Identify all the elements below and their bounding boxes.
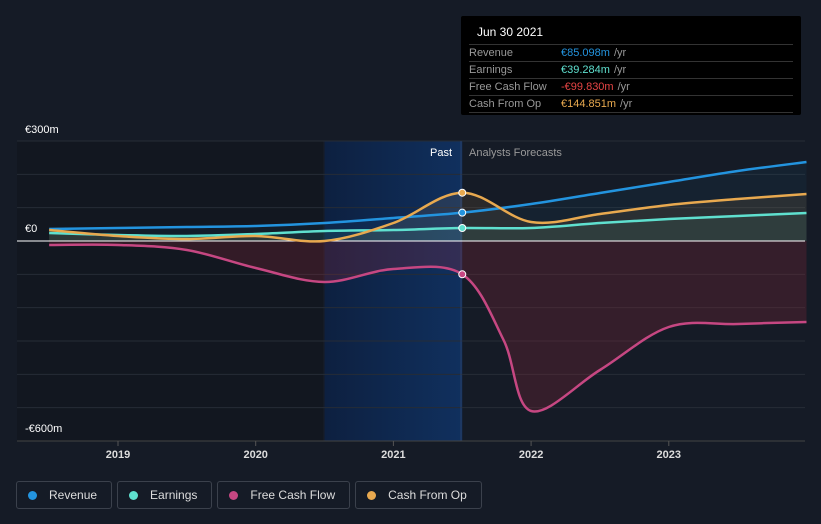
series-line-cash-from-op xyxy=(49,191,807,243)
series-point xyxy=(458,224,467,232)
legend-dot-icon xyxy=(129,490,139,500)
series-line-revenue xyxy=(49,160,807,231)
series-point xyxy=(458,188,467,197)
legend-label: Free Cash Flow xyxy=(250,488,336,502)
series-line-earnings xyxy=(49,211,807,238)
legend-dot-icon xyxy=(229,490,239,500)
legend-dot-icon xyxy=(28,490,37,500)
x-tick-label: 2022 xyxy=(519,449,543,461)
tooltip-value: -€99.830m xyxy=(561,81,614,93)
tooltip-row: Earnings €39.284m/yr xyxy=(469,62,793,79)
highlight-region xyxy=(324,141,463,441)
x-tick-label: 2023 xyxy=(657,449,681,461)
series-point xyxy=(458,208,467,217)
series-area xyxy=(49,213,807,241)
tooltip-label: Revenue xyxy=(469,47,514,59)
tooltip-value: €39.284m xyxy=(561,64,610,76)
legend-label: Revenue xyxy=(49,488,98,502)
series-area xyxy=(49,192,807,242)
y-tick-label: €0 xyxy=(25,223,38,235)
line-chart: 2019 2020 2021 2022 2023 xyxy=(17,140,807,461)
tooltip-value: €144.851m xyxy=(561,98,617,110)
y-tick-label: -€600m xyxy=(25,423,63,435)
tooltip-unit: /yr xyxy=(613,47,627,59)
past-label: Past xyxy=(430,147,453,159)
tooltip-label: Earnings xyxy=(469,64,513,76)
legend: Revenue Earnings Free Cash Flow Cash From O… xyxy=(16,481,482,509)
y-tick-label: €300m xyxy=(25,124,59,136)
x-tick-label: 2021 xyxy=(381,449,405,461)
series-point xyxy=(458,270,467,279)
x-tick-label: 2019 xyxy=(106,449,130,461)
forecast-label: Analysts Forecasts xyxy=(469,147,562,159)
tooltip-date: Jun 30 2021 xyxy=(469,16,793,45)
legend-item-revenue[interactable]: Revenue xyxy=(16,481,113,509)
legend-item-cash-from-op[interactable]: Cash From Op xyxy=(355,481,482,509)
tooltip-row: Cash From Op €144.851m/yr xyxy=(469,96,793,113)
past-background xyxy=(17,141,323,441)
tooltip-unit: /yr xyxy=(613,64,627,76)
x-tick-label: 2020 xyxy=(243,449,267,461)
legend-label: Earnings xyxy=(150,488,198,502)
tooltip-label: Cash From Op xyxy=(469,98,542,110)
tooltip-row: Free Cash Flow -€99.830m/yr xyxy=(469,79,793,96)
tooltip: Jun 30 2021 Revenue €85.098m/yr Earnings €3… xyxy=(461,16,801,115)
tooltip-row: Revenue €85.098m/yr xyxy=(469,45,793,62)
tooltip-unit: /yr xyxy=(617,81,630,93)
series-area xyxy=(49,241,807,412)
tooltip-label: Free Cash Flow xyxy=(469,81,547,93)
tooltip-value: €85.098m xyxy=(561,47,610,59)
legend-item-earnings[interactable]: Earnings xyxy=(117,481,213,509)
legend-item-free-cash-flow[interactable]: Free Cash Flow xyxy=(217,481,351,509)
legend-label: Cash From Op xyxy=(388,488,467,502)
legend-dot-icon xyxy=(367,490,377,500)
tooltip-unit: /yr xyxy=(620,98,633,110)
